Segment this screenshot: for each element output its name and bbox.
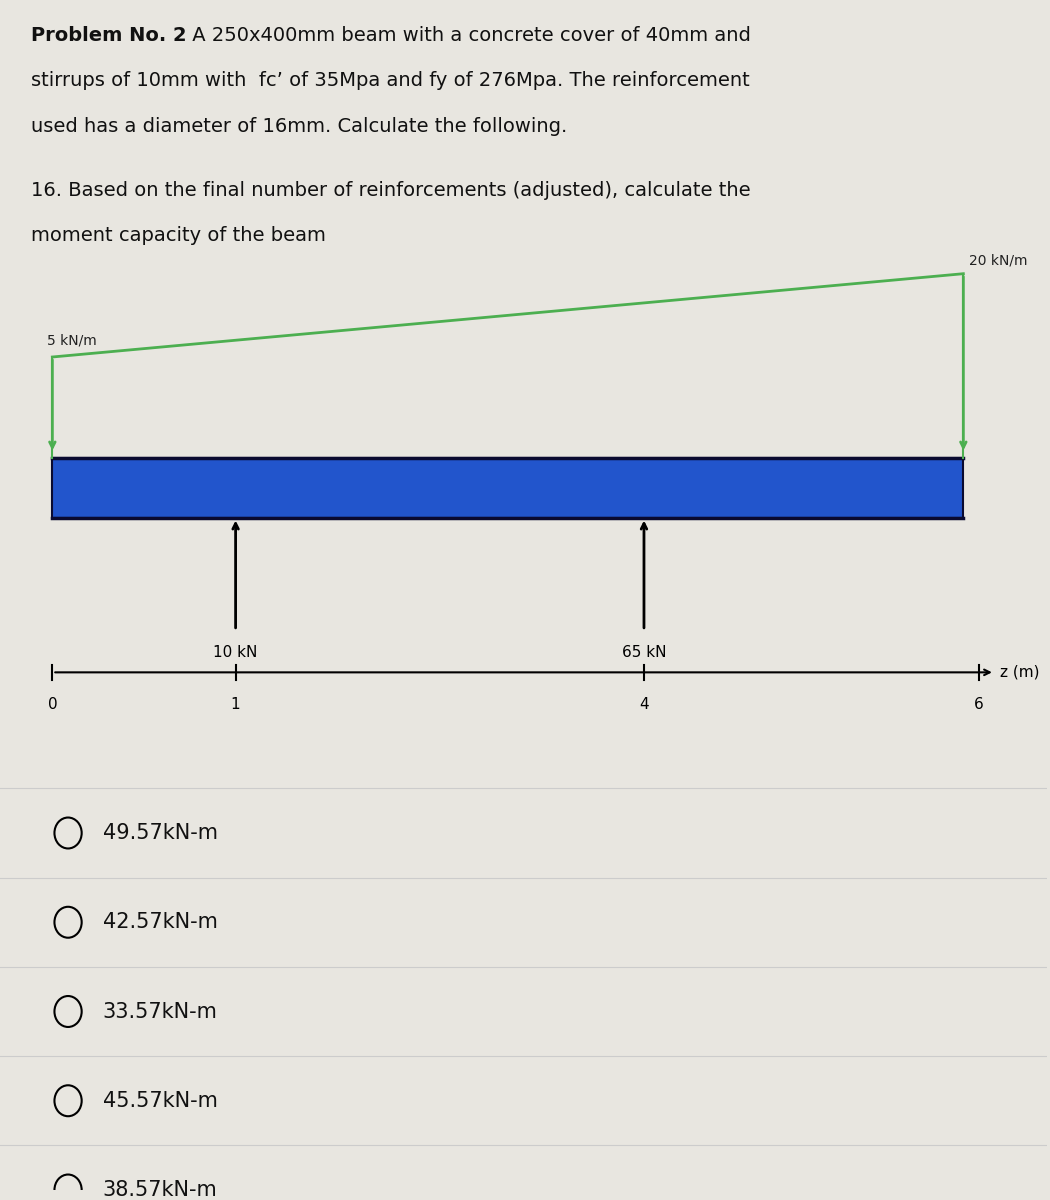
Text: 5 kN/m: 5 kN/m bbox=[47, 334, 97, 348]
Text: 10 kN: 10 kN bbox=[213, 644, 258, 660]
Text: 0: 0 bbox=[47, 697, 57, 712]
Text: 45.57kN-m: 45.57kN-m bbox=[103, 1091, 217, 1111]
Text: 33.57kN-m: 33.57kN-m bbox=[103, 1002, 217, 1021]
Text: z (m): z (m) bbox=[1000, 665, 1040, 680]
Text: 65 kN: 65 kN bbox=[622, 644, 667, 660]
Text: 6: 6 bbox=[974, 697, 984, 712]
Text: 38.57kN-m: 38.57kN-m bbox=[103, 1180, 217, 1200]
Text: Problem No. 2: Problem No. 2 bbox=[32, 26, 187, 46]
Text: 16. Based on the final number of reinforcements (adjusted), calculate the: 16. Based on the final number of reinfor… bbox=[32, 181, 751, 200]
Polygon shape bbox=[52, 274, 963, 458]
Text: stirrups of 10mm with  fc’ of 35Mpa and fy of 276Mpa. The reinforcement: stirrups of 10mm with fc’ of 35Mpa and f… bbox=[32, 72, 750, 90]
Text: 4: 4 bbox=[639, 697, 649, 712]
Text: moment capacity of the beam: moment capacity of the beam bbox=[32, 226, 327, 245]
Text: 42.57kN-m: 42.57kN-m bbox=[103, 912, 217, 932]
Text: A 250x400mm beam with a concrete cover of 40mm and: A 250x400mm beam with a concrete cover o… bbox=[187, 26, 751, 46]
Text: 49.57kN-m: 49.57kN-m bbox=[103, 823, 217, 842]
Text: used has a diameter of 16mm. Calculate the following.: used has a diameter of 16mm. Calculate t… bbox=[32, 116, 568, 136]
Bar bbox=[52, 458, 963, 517]
Text: 1: 1 bbox=[231, 697, 240, 712]
Text: 20 kN/m: 20 kN/m bbox=[968, 253, 1027, 268]
